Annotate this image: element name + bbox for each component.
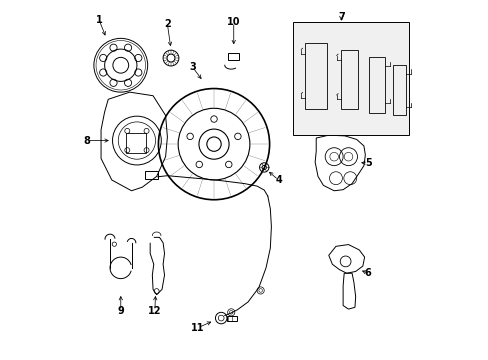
Text: 3: 3 — [189, 62, 196, 72]
Bar — [292, 22, 408, 135]
Bar — [126, 134, 145, 153]
Bar — [226, 316, 237, 321]
Text: 2: 2 — [163, 19, 170, 29]
Text: 1: 1 — [96, 15, 102, 26]
Bar — [228, 53, 239, 60]
Bar — [145, 171, 158, 179]
Text: 5: 5 — [364, 158, 371, 168]
Text: 4: 4 — [275, 175, 282, 185]
Text: 8: 8 — [83, 136, 90, 145]
Text: 12: 12 — [148, 306, 161, 316]
Text: 9: 9 — [117, 306, 124, 316]
Text: 7: 7 — [337, 12, 344, 22]
Text: 11: 11 — [191, 323, 204, 333]
Text: 6: 6 — [364, 268, 371, 278]
Text: 10: 10 — [226, 17, 240, 27]
